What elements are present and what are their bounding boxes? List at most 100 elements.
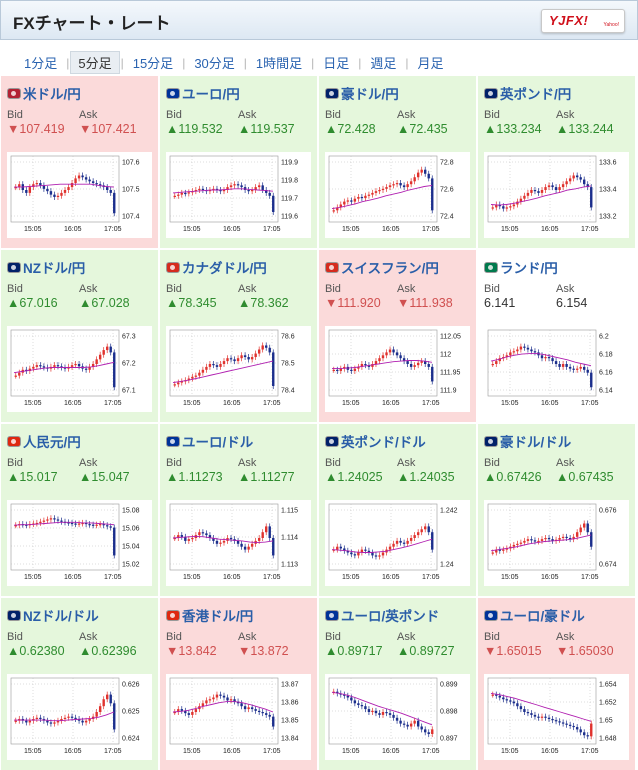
pair-header[interactable]: ユーロ/円 [166,83,240,103]
mini-chart[interactable]: 1.115 1.114 1.113 15:05 16:05 17:05 [166,500,311,586]
rate-card[interactable]: ユーロ/ドル Bid Ask ▲1.11273 ▲1.11277 1.115 1.114 1.… [160,424,317,596]
pair-header[interactable]: 米ドル/円 [7,83,81,103]
rate-card[interactable]: NZドル/ドル Bid Ask ▲0.62380 ▲0.62396 0.626 0.625 0… [1,598,158,770]
tab-timeframe[interactable]: 5分足 [70,51,120,74]
pair-header[interactable]: ランド/円 [484,257,558,277]
pair-header[interactable]: ユーロ/豪ドル [484,605,585,625]
candle-body [233,184,236,186]
pair-name-link[interactable]: ランド/円 [500,261,558,276]
candle-body [431,178,434,211]
pair-name-link[interactable]: ユーロ/英ポンド [341,609,440,624]
rate-card[interactable]: 英ポンド/円 Bid Ask ▲133.234 ▲133.244 133.6 133.4 13… [478,76,635,248]
pair-header[interactable]: 豪ドル/ドル [484,431,571,451]
tab-timeframe[interactable]: 1分足 [24,56,58,71]
candle-body [257,710,261,713]
pair-header[interactable]: スイスフラン/円 [325,257,439,277]
pair-name-link[interactable]: ユーロ/豪ドル [500,609,585,624]
rate-card[interactable]: ユーロ/豪ドル Bid Ask ▼1.65015 ▼1.65030 1.654 1.652 1… [478,598,635,770]
mini-chart[interactable]: 112.05 112 111.95 111.9 15:05 16:05 17:05 [325,326,470,412]
pair-name-link[interactable]: 英ポンド/円 [500,87,572,102]
moving-average-line [172,360,274,384]
pair-name-link[interactable]: 英ポンド/ドル [341,435,426,450]
rate-card[interactable]: NZドル/円 Bid Ask ▲67.016 ▲67.028 67.3 67.2 67.1 15… [1,250,158,422]
yjfx-logo[interactable]: YJFX! Yahoo! [541,9,625,33]
mini-chart[interactable]: 107.6 107.5 107.4 15:05 16:05 17:05 [7,152,152,238]
pair-header[interactable]: ユーロ/英ポンド [325,605,439,625]
pair-header[interactable]: 人民元/円 [7,431,81,451]
pair-header[interactable]: 英ポンド/ドル [325,431,426,451]
pair-name-link[interactable]: 人民元/円 [23,435,81,450]
rate-card[interactable]: 豪ドル/円 Bid Ask ▲72.428 ▲72.435 72.8 72.6 72.4 15:… [319,76,476,248]
candle-body [28,187,32,193]
candle-body [547,357,551,359]
pair-name-link[interactable]: NZドル/ドル [23,609,99,624]
candle-body [424,361,427,364]
rate-card[interactable]: 豪ドル/ドル Bid Ask ▲0.67426 ▲0.67435 0.676 0.674 15… [478,424,635,596]
tab-timeframe[interactable]: 30分足 [194,56,235,71]
mini-chart[interactable]: 15.08 15.06 15.04 15.02 15:05 16:05 17:05 [7,500,152,586]
pair-header[interactable]: NZドル/円 [7,257,85,277]
pair-header[interactable]: カナダドル/円 [166,257,267,277]
candle-body [544,187,547,190]
pair-name-link[interactable]: 米ドル/円 [23,87,81,102]
candle-body [343,366,346,369]
mini-chart[interactable]: 0.899 0.898 0.897 15:05 16:05 17:05 [325,674,470,760]
rate-card[interactable]: ユーロ/円 Bid Ask ▲119.532 ▲119.537 119.9 119.8 119… [160,76,317,248]
candle-body [74,523,77,525]
bid-value: ▲15.017 [7,470,58,484]
ask-value: ▲67.028 [79,296,130,310]
candle-body [265,713,268,715]
mini-chart[interactable]: 119.9 119.8 119.7 119.6 15:05 16:05 17:05 [166,152,311,238]
pair-name-link[interactable]: スイスフラン/円 [341,261,439,276]
mini-chart[interactable]: 72.8 72.6 72.4 15:05 16:05 17:05 [325,152,470,238]
rate-card[interactable]: カナダドル/円 Bid Ask ▲78.345 ▲78.362 78.6 78.5 78.4 1… [160,250,317,422]
pair-name-link[interactable]: 豪ドル/円 [341,87,399,102]
pair-header[interactable]: 香港ドル/円 [166,605,253,625]
pair-header[interactable]: 豪ドル/円 [325,83,399,103]
rate-card[interactable]: 香港ドル/円 Bid Ask ▼13.842 ▼13.872 13.87 13.86 13.8… [160,598,317,770]
tab-timeframe[interactable]: 15分足 [132,56,174,71]
rate-card[interactable]: 人民元/円 Bid Ask ▲15.017 ▲15.047 15.08 15.06 15.04… [1,424,158,596]
tab-timeframe[interactable]: 日足 [323,56,350,71]
candle-body [568,724,572,726]
pair-name-link[interactable]: ユーロ/円 [182,87,240,102]
tab-timeframe[interactable]: 月足 [417,56,444,71]
pair-header[interactable]: ユーロ/ドル [166,431,253,451]
candle-body [579,729,582,733]
rate-card[interactable]: ランド/円 Bid Ask 6.141 6.154 6.2 6.18 6.16 6.14 15:0… [478,250,635,422]
mini-chart[interactable]: 133.6 133.4 133.2 15:05 16:05 17:05 [484,152,629,238]
rate-card[interactable]: 英ポンド/ドル Bid Ask ▲1.24025 ▲1.24035 1.242 1.24 15… [319,424,476,596]
mini-chart[interactable]: 1.242 1.24 15:05 16:05 17:05 [325,500,470,586]
ask-label: Ask [556,283,575,295]
rate-card[interactable]: 米ドル/円 Bid Ask ▼107.419 ▼107.421 107.6 107.5 107… [1,76,158,248]
mini-chart[interactable]: 67.3 67.2 67.1 15:05 16:05 17:05 [7,326,152,412]
candle-body [243,706,247,710]
x-tick-label: 17:05 [422,226,440,233]
mini-chart[interactable]: 0.626 0.625 0.624 15:05 16:05 17:05 [7,674,152,760]
pair-name-link[interactable]: NZドル/円 [23,261,86,276]
rate-card[interactable]: スイスフラン/円 Bid Ask ▼111.920 ▼111.938 112.05 112 1… [319,250,476,422]
mini-chart[interactable]: 6.2 6.18 6.16 6.14 15:05 16:05 17:05 [484,326,629,412]
mini-chart[interactable]: 13.87 13.86 13.85 13.84 15:05 16:05 17:05 [166,674,311,760]
candle-body [519,542,523,544]
mini-chart[interactable]: 78.6 78.5 78.4 15:05 16:05 17:05 [166,326,311,412]
candle-body [240,543,243,547]
candle-body [339,204,342,208]
pair-header[interactable]: 英ポンド/円 [484,83,571,103]
pair-name-link[interactable]: ユーロ/ドル [182,435,254,450]
pair-name-link[interactable]: 豪ドル/ドル [500,435,572,450]
candle-body [243,546,247,550]
tab-timeframe[interactable]: 1時間足 [255,56,303,71]
y-tick-label: 119.7 [281,196,298,203]
mini-chart[interactable]: 1.654 1.652 1.65 1.648 15:05 16:05 17:05 [484,674,629,760]
candle-body [583,732,586,736]
candle-body [523,346,526,348]
pair-header[interactable]: NZドル/ドル [7,605,99,625]
pair-name-link[interactable]: カナダドル/円 [182,261,267,276]
rate-card[interactable]: ユーロ/英ポンド Bid Ask ▲0.89717 ▲0.89727 0.899 0.898… [319,598,476,770]
candle-body [184,536,187,541]
pair-name-link[interactable]: 香港ドル/円 [182,609,254,624]
mini-chart[interactable]: 0.676 0.674 15:05 16:05 17:05 [484,500,629,586]
candle-body [339,368,342,371]
tab-timeframe[interactable]: 週足 [370,56,397,71]
